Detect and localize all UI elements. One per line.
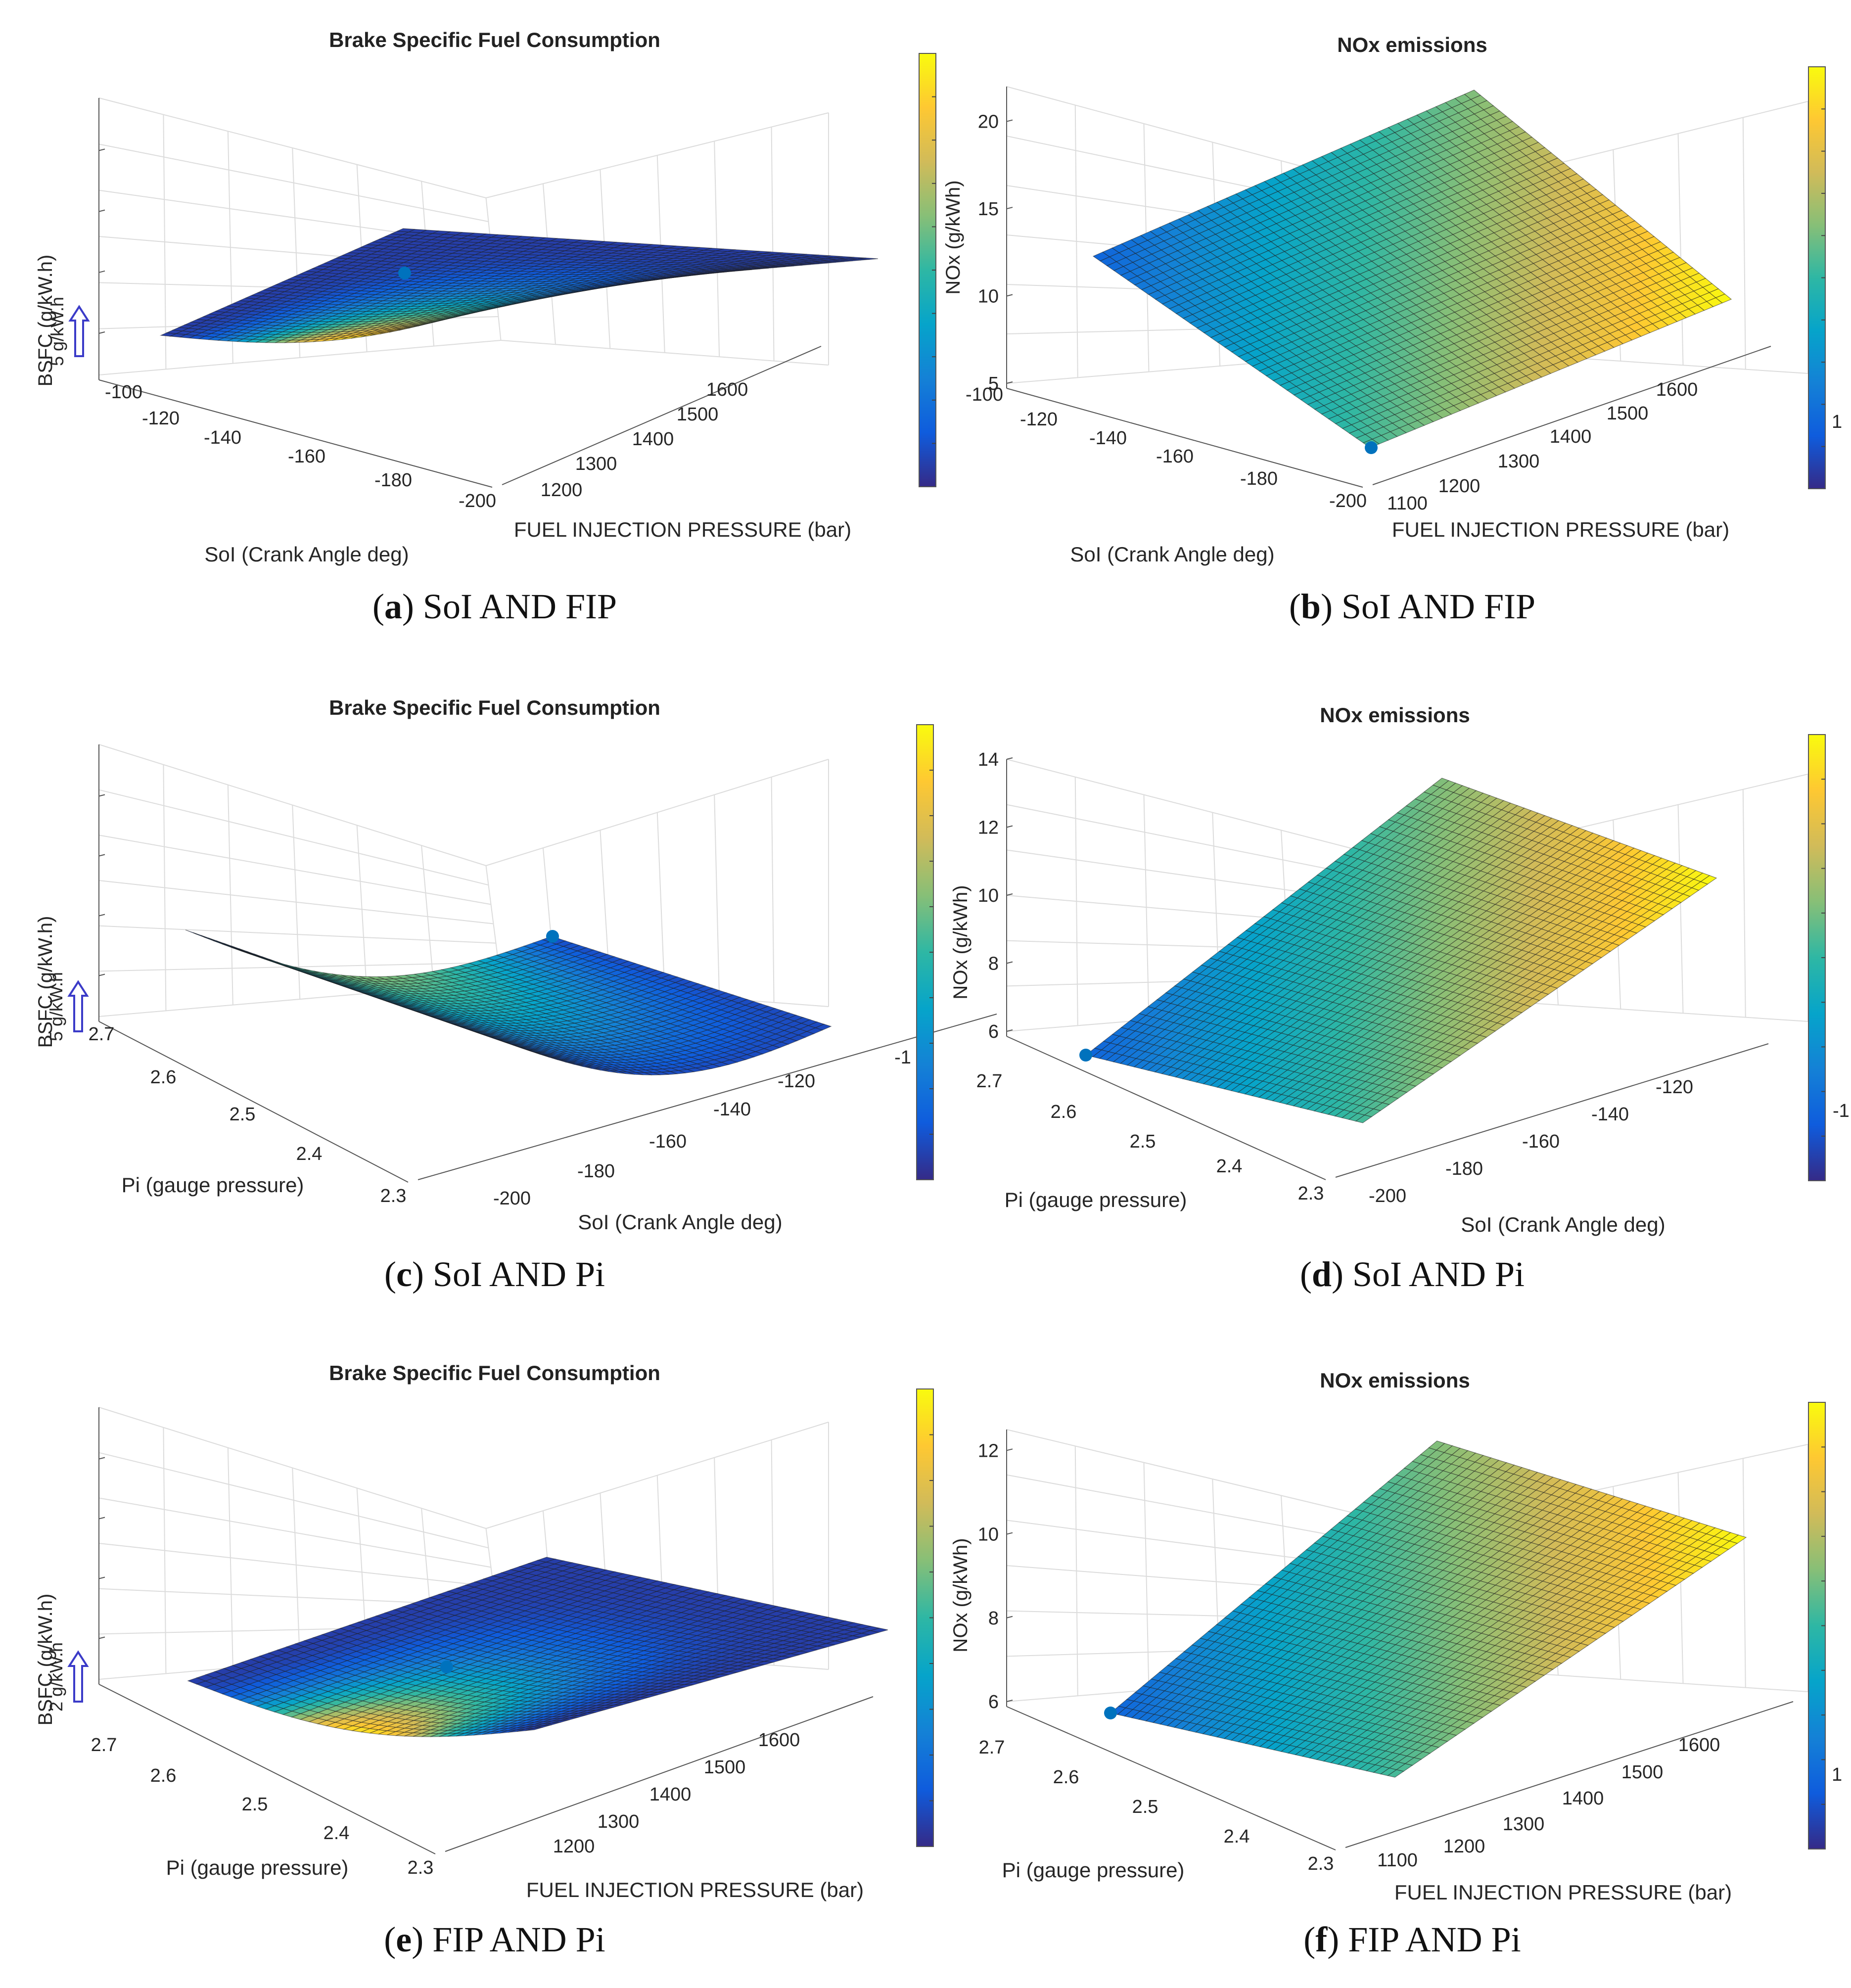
z-tick-mark	[98, 270, 105, 273]
y-tick-label: -160	[649, 1131, 687, 1152]
caption-letter: c	[396, 1254, 412, 1294]
y-tick-label: -1	[894, 1047, 911, 1068]
x-axis-label: SoI (Crank Angle deg)	[204, 543, 409, 566]
y-tick-label: -200	[493, 1188, 531, 1209]
optimum-marker	[546, 930, 559, 943]
z-tick-label: 5	[988, 373, 999, 394]
y-axis-label: FUEL INJECTION PRESSURE (bar)	[514, 518, 851, 541]
x-tick-label: -200	[1329, 491, 1367, 511]
panel-c: Brake Specific Fuel Consumption 2.7 2.6 2.5…	[35, 696, 997, 1294]
y-axis-label: FUEL INJECTION PRESSURE (bar)	[1392, 518, 1729, 541]
caption-close-paren: )	[412, 1254, 433, 1294]
colorbar-tick: 1	[1832, 412, 1842, 432]
z-tick-mark	[98, 794, 105, 797]
caption-open-paren: (	[384, 1254, 396, 1294]
y-tick-label: 1300	[575, 454, 617, 474]
panel-a: Brake Specific Fuel Consumption -100-120 -…	[35, 28, 936, 626]
x-tick-label: -120	[1020, 409, 1058, 430]
optimum-marker	[1365, 441, 1378, 454]
x-axis-label: SoI (Crank Angle deg)	[1070, 543, 1274, 566]
y-tick-label: -140	[713, 1099, 751, 1120]
y-tick-label: 1100	[1387, 493, 1428, 514]
caption-close-paren: )	[402, 587, 423, 626]
y-tick-label: 1400	[632, 429, 674, 450]
y-tick-label: -180	[577, 1161, 615, 1182]
x-tick-label: -120	[142, 408, 180, 429]
scale-arrow-icon	[68, 305, 90, 357]
z-tick-label: 10	[978, 286, 999, 307]
y-tick-label: 1200	[541, 480, 583, 501]
x-tick-label: 2.7	[89, 1024, 115, 1045]
panel-d: NOx emissions-12.72.62.52.42.3 -200-180-1…	[950, 703, 1850, 1294]
x-tick-label: -180	[374, 470, 412, 491]
x-tick-label: 2.5	[230, 1104, 256, 1125]
x-tick-label: 2.3	[380, 1186, 407, 1206]
scale-arrow-icon	[67, 980, 89, 1032]
caption-text: SoI AND Pi	[433, 1254, 605, 1294]
caption-close-paren: )	[1321, 587, 1342, 626]
z-tick-label: 15	[978, 199, 999, 220]
z-tick-mark	[98, 973, 105, 976]
x-tick-label: -140	[204, 427, 241, 448]
x-tick-label: -160	[1156, 446, 1194, 467]
z-axis-label: NOx (g/kWh)	[942, 180, 964, 294]
chart-title: NOx emissions	[1320, 703, 1470, 727]
chart-title: NOx emissions	[1337, 33, 1487, 56]
z-tick-mark	[98, 209, 105, 212]
caption-letter: b	[1301, 587, 1321, 626]
scale-note: 5 g/kW.h	[46, 972, 66, 1041]
y-tick-label: 1200	[1438, 476, 1481, 497]
caption-text: SoI AND FIP	[423, 587, 617, 626]
surface	[185, 929, 832, 1075]
y-tick-label: 1600	[1656, 379, 1698, 400]
chart-title: Brake Specific Fuel Consumption	[329, 696, 660, 719]
x-axis-label: Pi (gauge pressure)	[122, 1173, 304, 1197]
caption-letter: a	[384, 587, 402, 626]
x-tick-label: 2.6	[150, 1067, 177, 1088]
x-tick-label: -180	[1240, 468, 1278, 489]
x-tick-label: -140	[1089, 428, 1127, 449]
subfigure-caption: (a) SoI AND FIP	[372, 587, 617, 626]
x-tick-label: -200	[459, 491, 496, 511]
subfigure-caption: (c) SoI AND Pi	[384, 1254, 605, 1294]
y-tick-label: 1500	[677, 404, 719, 425]
y-tick-label: 1500	[1607, 403, 1649, 424]
z-tick-mark	[98, 854, 105, 857]
y-axis-label: SoI (Crank Angle deg)	[578, 1210, 782, 1234]
x-tick-label: -160	[288, 446, 325, 467]
optimum-marker	[398, 267, 411, 279]
z-tick-mark	[98, 148, 105, 151]
subfigure-caption: (b) SoI AND FIP	[1289, 587, 1535, 626]
y-tick-label: 1600	[706, 379, 748, 400]
x-tick-label: 2.4	[296, 1144, 323, 1164]
chart-title: Brake Specific Fuel Consumption	[329, 28, 660, 51]
surface	[1085, 778, 1717, 1123]
caption-open-paren: (	[372, 587, 384, 626]
caption-text: SoI AND FIP	[1342, 587, 1535, 626]
z-tick-mark	[98, 914, 105, 917]
caption-open-paren: (	[1289, 587, 1301, 626]
surface	[159, 228, 879, 343]
z-tick-mark	[98, 331, 105, 334]
y-tick-label: -120	[778, 1071, 815, 1092]
scale-note: 5 g/kW.h	[47, 297, 67, 366]
y-tick-label: 1400	[1550, 426, 1592, 447]
z-tick-label: 20	[978, 112, 999, 133]
x-tick-label: -100	[105, 382, 142, 403]
y-tick-label: 1300	[1498, 451, 1540, 472]
